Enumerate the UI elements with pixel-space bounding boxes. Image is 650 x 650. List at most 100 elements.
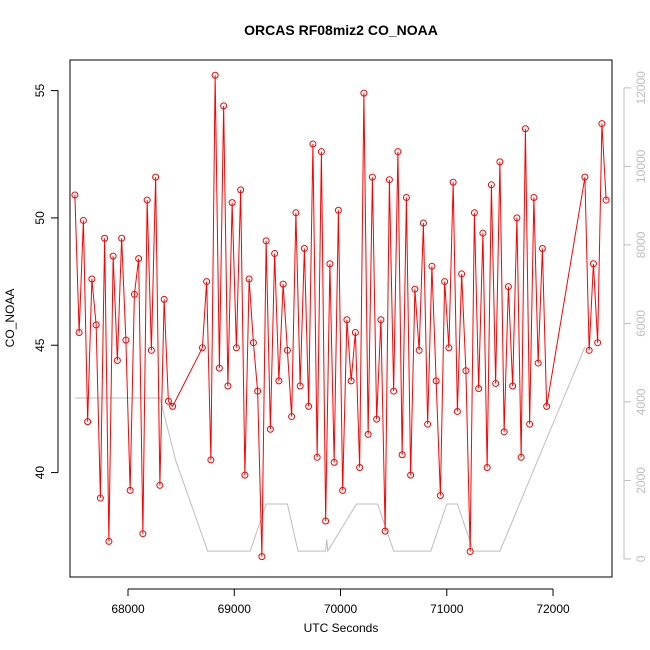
data-point xyxy=(305,402,313,410)
data-point xyxy=(351,329,359,337)
x-tick-label: 69000 xyxy=(218,602,252,616)
data-point xyxy=(466,548,474,556)
series-line xyxy=(74,75,607,557)
data-point xyxy=(164,397,172,405)
data-point xyxy=(453,407,461,415)
data-point xyxy=(113,357,121,365)
data-point xyxy=(245,275,253,283)
data-point xyxy=(424,420,432,428)
data-point xyxy=(407,471,415,479)
data-point xyxy=(462,367,470,375)
data-point xyxy=(313,453,321,461)
data-point xyxy=(288,413,296,421)
data-point xyxy=(96,494,104,502)
data-point xyxy=(411,285,419,293)
data-point xyxy=(390,387,398,395)
data-point xyxy=(109,252,117,260)
y2-tick-label: 0 xyxy=(634,555,648,562)
y-axis-label: CO_NOAA xyxy=(3,289,17,348)
data-point xyxy=(88,275,96,283)
data-point xyxy=(143,196,151,204)
data-point xyxy=(368,173,376,181)
data-point xyxy=(300,244,308,252)
data-point xyxy=(283,346,291,354)
data-point xyxy=(309,140,317,148)
x-tick-label: 70000 xyxy=(324,602,358,616)
data-point xyxy=(258,553,266,561)
data-point xyxy=(441,278,449,286)
data-point xyxy=(509,382,517,390)
data-point xyxy=(432,377,440,385)
data-point xyxy=(135,255,143,263)
data-point xyxy=(449,178,457,186)
data-point xyxy=(445,344,453,352)
data-point xyxy=(364,430,372,438)
data-point xyxy=(521,125,529,133)
data-point xyxy=(266,425,274,433)
data-point xyxy=(169,402,177,410)
data-point xyxy=(598,120,606,128)
data-point xyxy=(105,537,113,545)
data-point xyxy=(126,486,134,494)
data-point xyxy=(139,530,147,538)
data-point xyxy=(402,194,410,202)
data-point xyxy=(602,196,610,204)
data-point xyxy=(356,463,364,471)
y2-tick-label: 4000 xyxy=(634,388,648,415)
y2-tick-label: 12000 xyxy=(634,71,648,105)
data-point xyxy=(224,382,232,390)
data-point xyxy=(75,329,83,337)
data-point xyxy=(207,456,215,464)
data-point xyxy=(334,206,342,214)
data-point xyxy=(470,209,478,217)
data-point xyxy=(326,260,334,268)
data-point xyxy=(530,194,538,202)
data-point xyxy=(130,290,138,298)
data-point xyxy=(504,283,512,291)
y-tick-label: 40 xyxy=(33,466,47,480)
data-point xyxy=(436,492,444,500)
data-point xyxy=(275,377,283,385)
data-point xyxy=(394,148,402,156)
data-point xyxy=(203,278,211,286)
data-point xyxy=(492,379,500,387)
data-point xyxy=(377,316,385,324)
y-tick-label: 55 xyxy=(33,84,47,98)
data-point xyxy=(347,377,355,385)
data-point xyxy=(237,186,245,194)
data-point xyxy=(152,173,160,181)
data-point xyxy=(122,336,130,344)
data-point xyxy=(71,191,79,199)
data-point xyxy=(500,428,508,436)
data-point xyxy=(198,344,206,352)
data-point xyxy=(415,346,423,354)
data-point xyxy=(496,158,504,166)
plot-frame xyxy=(69,59,613,578)
x-tick-label: 71000 xyxy=(430,602,464,616)
x-tick-label: 72000 xyxy=(536,602,570,616)
data-point xyxy=(475,385,483,393)
data-point xyxy=(330,458,338,466)
y2-tick-label: 6000 xyxy=(634,310,648,337)
data-point xyxy=(262,237,270,245)
data-point xyxy=(585,346,593,354)
data-point xyxy=(249,339,257,347)
data-point xyxy=(581,173,589,181)
data-point xyxy=(228,199,236,207)
data-point xyxy=(317,148,325,156)
data-point xyxy=(339,486,347,494)
data-point xyxy=(271,250,279,258)
series-line xyxy=(74,346,586,553)
data-point xyxy=(215,364,223,372)
data-point xyxy=(428,262,436,270)
x-tick-label: 68000 xyxy=(111,602,145,616)
data-point xyxy=(419,219,427,227)
data-point xyxy=(254,387,262,395)
data-point xyxy=(483,463,491,471)
data-point xyxy=(84,418,92,426)
data-point xyxy=(241,471,249,479)
y2-tick-label: 10000 xyxy=(634,149,648,183)
data-point xyxy=(232,344,240,352)
